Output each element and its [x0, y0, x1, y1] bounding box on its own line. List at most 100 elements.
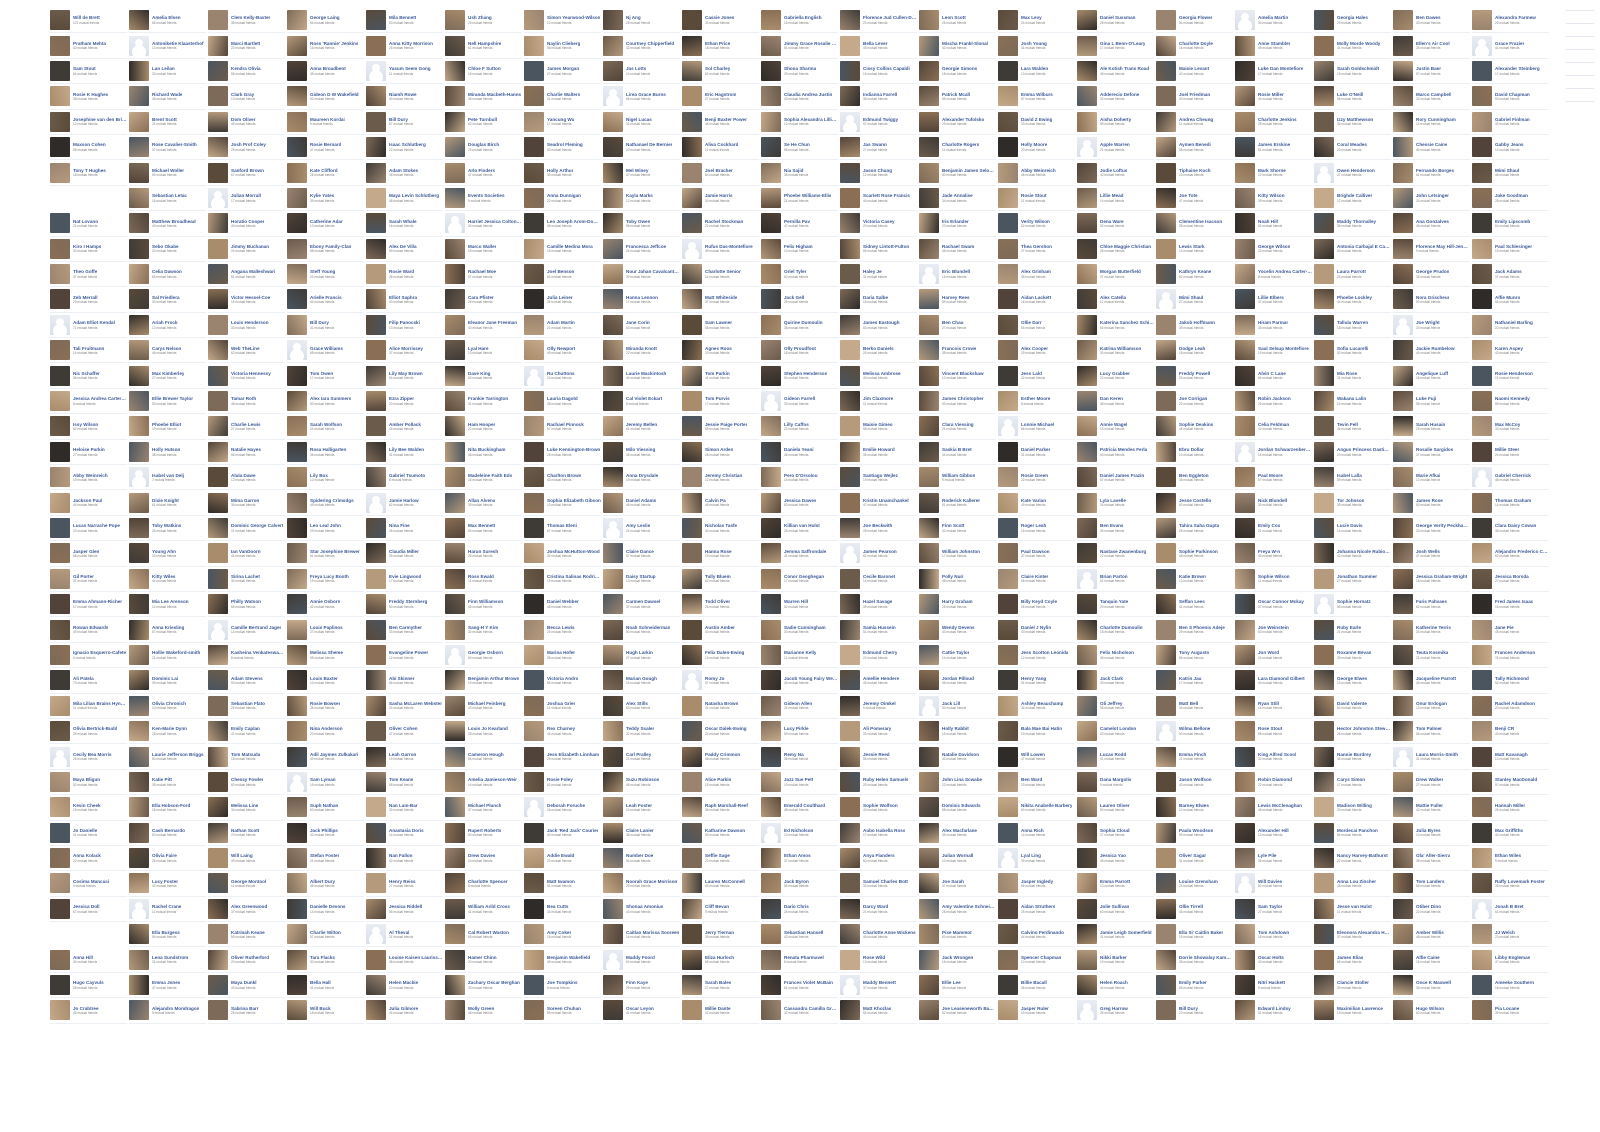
- friend-card[interactable]: Jacob Young Fairy Welsh 45 mutual friends: [761, 668, 838, 694]
- friend-card[interactable]: Amber Willis 48 mutual friends: [1393, 922, 1470, 948]
- friend-card[interactable]: Melissa Ambrose 40 mutual friends: [840, 363, 917, 389]
- friend-avatar[interactable]: [445, 289, 465, 310]
- friend-card[interactable]: Freya W-n 45 mutual friends: [1235, 541, 1312, 567]
- friend-card[interactable]: Alex Greenwood 37 mutual friends: [208, 897, 285, 923]
- friend-avatar[interactable]: [998, 264, 1018, 285]
- friend-card[interactable]: Yocelin Andrea Carter-Klein8 mutual frie…: [1235, 262, 1312, 288]
- friend-card[interactable]: Nannie Burdrey 45 mutual friends: [1314, 744, 1391, 770]
- friend-avatar[interactable]: [1314, 898, 1334, 919]
- friend-avatar[interactable]: [1314, 594, 1334, 615]
- friend-card[interactable]: Alex De Villa 59 mutual friends: [366, 237, 443, 262]
- friend-avatar[interactable]: [1393, 797, 1413, 818]
- friend-avatar[interactable]: [682, 746, 702, 767]
- friend-avatar[interactable]: [50, 949, 70, 970]
- friend-avatar[interactable]: [840, 975, 860, 996]
- friend-card[interactable]: Zachary Oscar Berghan 33 mutual friends: [445, 973, 522, 999]
- friend-card[interactable]: Ian VanDoorn 44 mutual friends: [208, 541, 285, 567]
- friend-avatar[interactable]: [287, 848, 307, 869]
- friend-avatar[interactable]: [998, 898, 1018, 919]
- friend-avatar[interactable]: [129, 289, 149, 310]
- friend-card[interactable]: Bella Hall 41 mutual friends: [287, 973, 364, 999]
- friend-card[interactable]: Clem Kelly-Baxter 36 mutual friends: [208, 8, 285, 34]
- friend-card[interactable]: Sam Stout 64 mutual friends: [50, 59, 127, 85]
- friend-avatar[interactable]: [1314, 619, 1334, 640]
- friend-card[interactable]: Soreen Chuhan 59 mutual friends: [524, 998, 601, 1024]
- friend-card[interactable]: Cassie Jones 33 mutual friends: [682, 8, 759, 34]
- friend-card[interactable]: Scarlett Rose Francis 44 mutual friends: [840, 186, 917, 212]
- friend-card[interactable]: Tallula Warren 18 mutual friends: [1314, 313, 1391, 339]
- friend-avatar[interactable]: [50, 60, 70, 81]
- friend-avatar[interactable]: [761, 975, 781, 996]
- friend-card[interactable]: James Christopher 53 mutual friends: [919, 389, 996, 415]
- friend-avatar[interactable]: [1393, 416, 1413, 437]
- friend-avatar[interactable]: [998, 949, 1018, 970]
- friend-card[interactable]: Brian Parton 61 mutual friends: [1077, 567, 1154, 592]
- friend-card[interactable]: Cosima Mancuci 9 mutual friends: [50, 871, 127, 897]
- friend-avatar[interactable]: [603, 467, 623, 488]
- friend-card[interactable]: Mila Bennett 53 mutual friends: [366, 8, 443, 34]
- friend-card[interactable]: Cecile Baronet 14 mutual friends: [840, 567, 917, 592]
- friend-avatar[interactable]: [208, 238, 228, 259]
- friend-card[interactable]: Gideon Farrell 33 mutual friends: [761, 389, 838, 415]
- friend-avatar[interactable]: [287, 365, 307, 386]
- friend-card[interactable]: Paul Moore 57 mutual friends: [1235, 465, 1312, 491]
- friend-avatar[interactable]: [445, 264, 465, 285]
- friend-avatar[interactable]: [287, 924, 307, 945]
- friend-card[interactable]: Rosie K Hughes 38 mutual friends: [50, 84, 127, 110]
- friend-card[interactable]: Charlotte Doyle 16 mutual friends: [1156, 33, 1233, 59]
- friend-avatar[interactable]: [1156, 289, 1176, 310]
- friend-avatar[interactable]: [840, 467, 860, 488]
- friend-card[interactable]: Elliot Saphra 43 mutual friends: [366, 287, 443, 313]
- friend-card[interactable]: Berko Daniels 24 mutual friends: [840, 338, 917, 364]
- friend-card[interactable]: Chloe F Sutton 15 mutual friends: [445, 59, 522, 85]
- friend-card[interactable]: Jazz Sue Pett 19 mutual friends: [761, 770, 838, 796]
- friend-avatar[interactable]: [524, 10, 544, 31]
- friend-avatar[interactable]: [1235, 924, 1255, 945]
- friend-card[interactable]: Ben Evans 35 mutual friends: [1077, 516, 1154, 542]
- friend-card[interactable]: Jacqueline Parrott 45 mutual friends: [1393, 668, 1470, 694]
- friend-avatar[interactable]: [445, 898, 465, 919]
- friend-card[interactable]: Jo Danielle 41 mutual friends: [50, 821, 127, 846]
- friend-card[interactable]: Thomas Eleni 67 mutual friends: [524, 516, 601, 542]
- friend-card[interactable]: Alex Stills 63 mutual friends: [603, 694, 680, 719]
- friend-card[interactable]: Cliff Bevan 9 mutual friends: [682, 897, 759, 923]
- friend-card[interactable]: Anya Flanders 60 mutual friends: [840, 846, 917, 872]
- friend-card[interactable]: Melissa Line 34 mutual friends: [208, 795, 285, 821]
- friend-avatar[interactable]: [366, 365, 386, 386]
- friend-avatar[interactable]: [50, 1000, 70, 1021]
- friend-card[interactable]: Eric Blundell 15 mutual friends: [919, 262, 996, 288]
- friend-card[interactable]: Onur Erdogan 13 mutual friends: [1393, 694, 1470, 719]
- friend-avatar[interactable]: [1314, 314, 1334, 335]
- friend-avatar[interactable]: [1077, 518, 1097, 538]
- friend-avatar[interactable]: [1393, 365, 1413, 386]
- friend-avatar[interactable]: [129, 1000, 149, 1021]
- friend-avatar[interactable]: [998, 86, 1018, 107]
- friend-avatar[interactable]: [1077, 746, 1097, 767]
- friend-card[interactable]: Sal Friedlera 30 mutual friends: [129, 287, 206, 313]
- friend-avatar[interactable]: [445, 721, 465, 742]
- friend-avatar[interactable]: [1156, 594, 1176, 615]
- friend-card[interactable]: Nikki Barker 19 mutual friends: [1077, 947, 1154, 973]
- friend-avatar[interactable]: [1472, 797, 1492, 818]
- friend-avatar[interactable]: [524, 822, 544, 843]
- friend-avatar[interactable]: [998, 416, 1018, 437]
- friend-avatar[interactable]: [1314, 1000, 1334, 1021]
- friend-card[interactable]: Laura Morris-Smith 31 mutual friends: [1393, 744, 1470, 770]
- friend-card[interactable]: Mimi Shaul 46 mutual friends: [1472, 160, 1549, 186]
- friend-avatar[interactable]: [1156, 822, 1176, 843]
- friend-card[interactable]: George Prudon 35 mutual friends: [1393, 262, 1470, 288]
- friend-avatar[interactable]: [366, 695, 386, 716]
- friend-card[interactable]: Allan Alvena 39 mutual friends: [445, 490, 522, 516]
- friend-card[interactable]: Tully Bluem 62 mutual friends: [682, 567, 759, 592]
- friend-card[interactable]: Rose Stout 58 mutual friends: [1235, 719, 1312, 745]
- friend-avatar[interactable]: [682, 492, 702, 513]
- friend-card[interactable]: Spencer Chapman 10 mutual friends: [998, 947, 1075, 973]
- friend-avatar[interactable]: [1235, 416, 1255, 437]
- friend-avatar[interactable]: [1077, 467, 1097, 488]
- friend-card[interactable]: Sadie Cunningham 30 mutual friends: [761, 617, 838, 643]
- friend-avatar[interactable]: [603, 924, 623, 945]
- friend-avatar[interactable]: [1156, 416, 1176, 437]
- friend-avatar[interactable]: [208, 873, 228, 894]
- friend-card[interactable]: Ellie Brewer Taylor 53 mutual friends: [129, 389, 206, 415]
- friend-card[interactable]: Luke Fuji 58 mutual friends: [1393, 389, 1470, 415]
